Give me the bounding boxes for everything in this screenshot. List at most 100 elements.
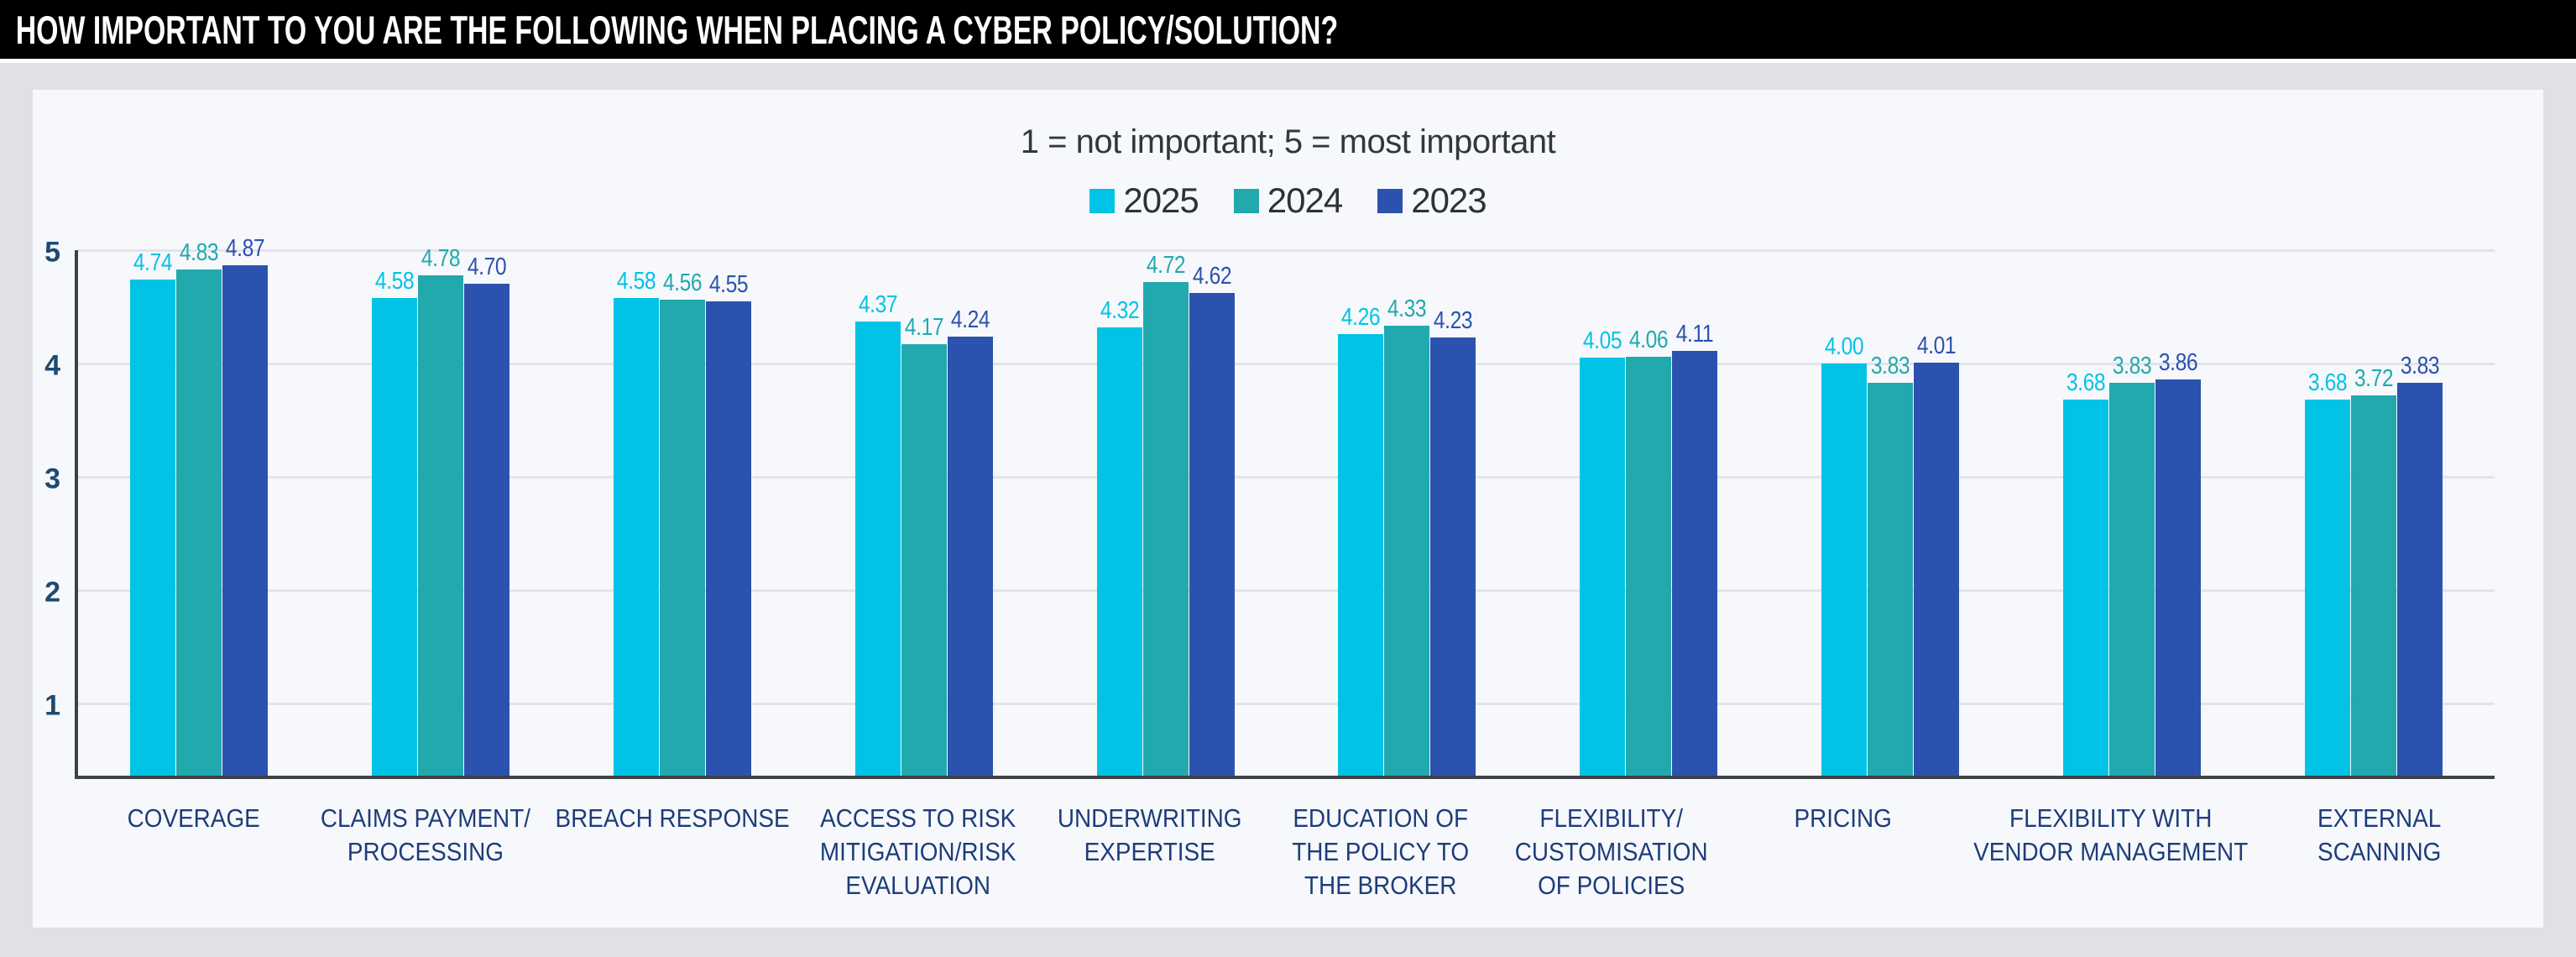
bar-value-label: 4.05 — [1583, 327, 1622, 355]
bar-2023-6: 4.23 — [1430, 307, 1476, 776]
bar-value-label: 3.86 — [2159, 348, 2198, 376]
category-label-line: ACCESS TO RISK — [820, 803, 1016, 833]
bar-2024-7: 4.06 — [1626, 327, 1672, 776]
category-label-line: UNDERWRITING — [1057, 803, 1242, 833]
category-axis: COVERAGE CLAIMS PAYMENT/PROCESSING BREACH … — [78, 802, 2495, 902]
category-label-line: EVALUATION — [845, 871, 991, 900]
bar-group-8: 4.00 3.83 4.01 — [1769, 250, 2011, 776]
bar-group-3: 4.58 4.56 4.55 — [562, 250, 803, 776]
category-label-9: FLEXIBILITY WITH VENDOR MANAGEMENT — [1973, 802, 2248, 902]
bar-2025-4: 4.37 — [854, 291, 901, 776]
category-label-line: CUSTOMISATION — [1515, 837, 1709, 866]
category-label-line: THE POLICY TO — [1292, 837, 1470, 866]
legend: 2025 2024 2023 — [33, 180, 2543, 221]
bar-groups: 4.74 4.83 4.87 4.58 4.78 4.70 4.58 4.56 4.55 4.37… — [78, 235, 2495, 776]
y-tick-label-2: 2 — [44, 576, 60, 609]
legend-item-2023: 2023 — [1377, 180, 1487, 221]
bar-value-label: 4.06 — [1629, 326, 1669, 353]
bar-2024-5: 4.72 — [1142, 252, 1189, 776]
bar-2025-7: 4.05 — [1580, 327, 1626, 776]
bar-value-label: 4.17 — [904, 313, 944, 341]
title-divider — [0, 59, 2576, 63]
bar-2023-3: 4.55 — [705, 271, 751, 776]
bar-value-label: 3.68 — [2067, 369, 2106, 397]
bar-2024-3: 4.56 — [659, 269, 705, 776]
category-label-line: THE BROKER — [1304, 871, 1457, 900]
title-bar: HOW IMPORTANT TO YOU ARE THE FOLLOWING W… — [0, 0, 2576, 59]
bar-2023-4: 4.24 — [947, 306, 993, 776]
category-label-line: CLAIMS PAYMENT/ — [321, 803, 531, 833]
bar-value-label: 4.56 — [662, 269, 703, 297]
legend-label-2024: 2024 — [1267, 180, 1343, 220]
bar-2023-1: 4.87 — [222, 235, 268, 776]
category-label-line: FLEXIBILITY/ — [1539, 803, 1684, 833]
bar-value-label: 4.24 — [950, 306, 990, 333]
bar-2023-10: 3.83 — [2397, 353, 2443, 776]
bar-2024-8: 3.83 — [1868, 353, 1914, 776]
bar-value-label: 4.62 — [1192, 263, 1231, 290]
category-label-line: EXTERNAL — [2317, 803, 2441, 833]
bar-value-label: 4.87 — [225, 234, 265, 262]
category-label-line: EDUCATION OF — [1293, 803, 1469, 833]
bar-2023-2: 4.70 — [463, 254, 509, 776]
gridline-4 — [78, 362, 2495, 365]
bar-2024-9: 3.83 — [2109, 353, 2155, 776]
legend-swatch-2025 — [1089, 188, 1116, 213]
bar-2024-4: 4.17 — [901, 314, 947, 776]
bar-value-label: 3.83 — [1871, 352, 1910, 379]
bar-2025-5: 4.32 — [1096, 297, 1142, 776]
legend-item-2024: 2024 — [1233, 180, 1343, 221]
bar-value-label: 4.72 — [1146, 251, 1185, 279]
category-label-line: COVERAGE — [127, 803, 260, 833]
y-tick-label-4: 4 — [44, 349, 60, 382]
bar-group-10: 3.68 3.72 3.83 — [2253, 250, 2495, 776]
category-label-8: PRICING — [1739, 802, 1947, 902]
chart-subtitle: 1 = not important; 5 = most important — [1020, 123, 1556, 160]
category-label-line: VENDOR MANAGEMENT — [1973, 837, 2249, 866]
gridline-3 — [78, 475, 2495, 478]
bar-value-label: 4.00 — [1825, 332, 1864, 360]
bar-2024-10: 3.72 — [2351, 365, 2397, 776]
category-label-line: BREACH RESPONSE — [555, 803, 790, 833]
bar-group-1: 4.74 4.83 4.87 — [78, 235, 320, 776]
category-label-7: FLEXIBILITY/CUSTOMISATION OF POLICIES — [1507, 802, 1716, 902]
bar-value-label: 4.74 — [133, 249, 173, 277]
y-tick-label-3: 3 — [44, 463, 60, 495]
legend-swatch-2023 — [1377, 188, 1403, 213]
category-label-6: EDUCATION OF THE POLICY TO THE BROKER — [1277, 802, 1485, 902]
bar-2025-9: 3.68 — [2063, 369, 2109, 776]
x-axis-line — [75, 776, 2495, 779]
bar-value-label: 4.70 — [467, 254, 507, 281]
bar-value-label: 4.78 — [421, 244, 461, 272]
category-label-3: BREACH RESPONSE — [556, 802, 790, 902]
bar-2024-2: 4.78 — [417, 245, 463, 776]
gridline-1 — [78, 702, 2495, 705]
bar-2024-1: 4.83 — [175, 239, 222, 776]
chart-title: HOW IMPORTANT TO YOU ARE THE FOLLOWING W… — [15, 7, 1339, 52]
bar-group-6: 4.26 4.33 4.23 — [1287, 250, 1528, 776]
bar-group-7: 4.05 4.06 4.11 — [1528, 250, 1769, 776]
bar-value-label: 4.23 — [1434, 306, 1473, 334]
bar-value-label: 4.83 — [179, 238, 219, 266]
y-tick-label-1: 1 — [44, 688, 60, 721]
bar-value-label: 3.72 — [2354, 364, 2394, 392]
category-label-line: OF POLICIES — [1538, 871, 1685, 900]
category-label-line: FLEXIBILITY WITH — [2009, 803, 2213, 833]
bar-2025-6: 4.26 — [1338, 304, 1384, 776]
category-label-10: EXTERNAL SCANNING — [2275, 802, 2483, 902]
category-label-1: COVERAGE — [90, 802, 298, 902]
gridline-2 — [78, 588, 2495, 592]
category-label-line: EXPERTISE — [1084, 837, 1215, 866]
bar-group-9: 3.68 3.83 3.86 — [2011, 250, 2253, 776]
bar-value-label: 4.33 — [1387, 295, 1427, 323]
bar-2023-8: 4.01 — [1914, 332, 1960, 776]
bar-2025-2: 4.58 — [371, 268, 417, 776]
bar-2025-1: 4.74 — [129, 249, 175, 776]
legend-item-2025: 2025 — [1089, 180, 1199, 221]
bar-group-4: 4.37 4.17 4.24 — [803, 250, 1045, 776]
bar-2023-9: 3.86 — [2155, 349, 2202, 776]
chart-panel: 1 = not important; 5 = most important 20… — [33, 90, 2543, 928]
bar-value-label: 3.83 — [2113, 352, 2152, 379]
bar-value-label: 4.55 — [708, 270, 749, 298]
